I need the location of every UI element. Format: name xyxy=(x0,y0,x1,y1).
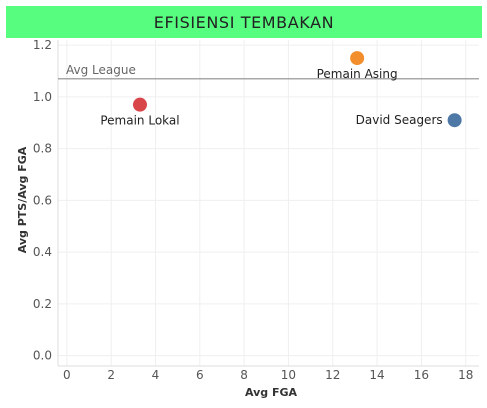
data-point-label: Pemain Asing xyxy=(317,67,398,81)
y-tick-label: 0.6 xyxy=(33,193,52,207)
chart-title: EFISIENSI TEMBAKAN xyxy=(153,12,335,32)
y-tick-label: 0.8 xyxy=(33,142,52,156)
x-axis-ticks: 0 2 4 6 8 10 12 14 16 18 xyxy=(63,368,473,382)
data-points: Pemain Lokal Pemain Asing David Seagers xyxy=(100,51,462,128)
x-tick-label: 16 xyxy=(414,368,429,382)
x-tick-label: 6 xyxy=(196,368,204,382)
x-tick-label: 4 xyxy=(152,368,160,382)
avg-league-label: Avg League xyxy=(66,63,136,77)
data-point-label: Pemain Lokal xyxy=(100,114,179,128)
y-axis-title: Avg PTS/Avg FGA xyxy=(16,146,29,253)
x-tick-label: 8 xyxy=(240,368,248,382)
x-tick-label: 0 xyxy=(63,368,71,382)
x-tick-label: 18 xyxy=(458,368,473,382)
x-tick-label: 12 xyxy=(325,368,340,382)
y-tick-label: 0.4 xyxy=(33,245,52,259)
data-point xyxy=(350,51,365,66)
axes xyxy=(57,40,479,367)
y-axis-ticks: 0.0 0.2 0.4 0.6 0.8 1.0 1.2 xyxy=(33,38,52,362)
y-tick-label: 0.0 xyxy=(33,349,52,363)
data-point-label: David Seagers xyxy=(356,113,443,127)
y-tick-label: 1.2 xyxy=(33,38,52,52)
grid-lines xyxy=(58,40,479,366)
x-tick-label: 14 xyxy=(369,368,384,382)
y-tick-label: 0.2 xyxy=(33,297,52,311)
data-point xyxy=(132,97,147,112)
y-tick-label: 1.0 xyxy=(33,90,52,104)
x-axis-title: Avg FGA xyxy=(245,386,298,399)
x-tick-label: 10 xyxy=(281,368,296,382)
data-point xyxy=(447,113,462,128)
title-bar: EFISIENSI TEMBAKAN xyxy=(6,6,482,38)
x-tick-label: 2 xyxy=(107,368,115,382)
